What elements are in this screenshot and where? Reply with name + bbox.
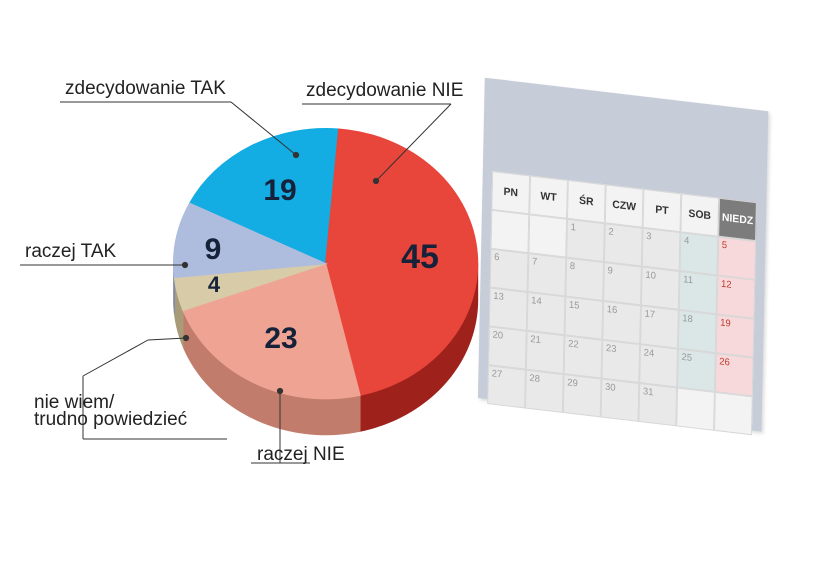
svg-text:raczej NIE: raczej NIE <box>257 444 345 465</box>
svg-text:23: 23 <box>264 322 297 355</box>
svg-text:4: 4 <box>208 272 221 297</box>
svg-text:45: 45 <box>401 238 439 276</box>
svg-text:9: 9 <box>205 233 222 266</box>
svg-text:raczej TAK: raczej TAK <box>25 241 116 262</box>
svg-text:zdecydowanie TAK: zdecydowanie TAK <box>65 78 226 99</box>
svg-text:19: 19 <box>263 174 296 207</box>
svg-text:zdecydowanie NIE: zdecydowanie NIE <box>306 80 463 101</box>
svg-text:trudno powiedzieć: trudno powiedzieć <box>34 409 187 430</box>
